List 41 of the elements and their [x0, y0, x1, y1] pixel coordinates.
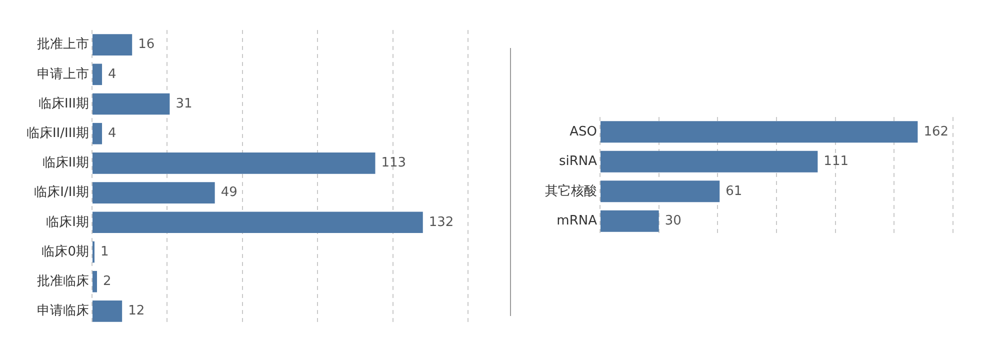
bar [600, 121, 918, 143]
data-label: 31 [176, 96, 192, 112]
bar [92, 64, 102, 86]
y-tick-label: 临床I/II期 [34, 185, 89, 200]
y-tick-label: 临床I期 [46, 214, 89, 230]
y-tick-label: 申请临床 [37, 304, 89, 319]
data-label: 1 [100, 244, 109, 260]
bar [92, 122, 102, 144]
y-tick-label: ASO [570, 124, 597, 140]
bar [600, 150, 818, 172]
bar [600, 180, 720, 202]
bar [92, 270, 98, 292]
bar [600, 210, 659, 232]
bar [92, 93, 170, 115]
data-label: 49 [220, 185, 238, 200]
y-tick-label: 临床0期 [42, 244, 89, 260]
data-label: 16 [138, 37, 155, 52]
data-label: 12 [128, 304, 145, 319]
data-label: 162 [924, 124, 949, 140]
bar [92, 34, 132, 56]
y-tick-label: 临床II/III期 [26, 126, 89, 141]
y-tick-label: 其它核酸 [545, 182, 597, 199]
data-label: 61 [726, 184, 742, 199]
data-label: 111 [824, 154, 849, 169]
bar [92, 300, 122, 322]
data-label: 132 [428, 214, 454, 230]
bar [92, 212, 423, 234]
data-label: 4 [108, 126, 116, 141]
bar [92, 152, 376, 174]
data-label: 4 [108, 66, 116, 82]
y-tick-label: 临床III期 [38, 96, 89, 112]
data-label: 113 [381, 156, 406, 171]
y-tick-label: 申请上市 [37, 66, 89, 82]
y-tick-label: siRNA [558, 154, 598, 169]
bar [92, 182, 215, 204]
data-label: 2 [103, 274, 112, 289]
y-tick-label: 批准上市 [37, 37, 89, 52]
y-tick-label: mRNA [556, 214, 598, 228]
y-tick-label: 批准临床 [37, 274, 89, 289]
y-tick-label: 临床II期 [42, 156, 89, 171]
data-label: 30 [664, 214, 682, 228]
